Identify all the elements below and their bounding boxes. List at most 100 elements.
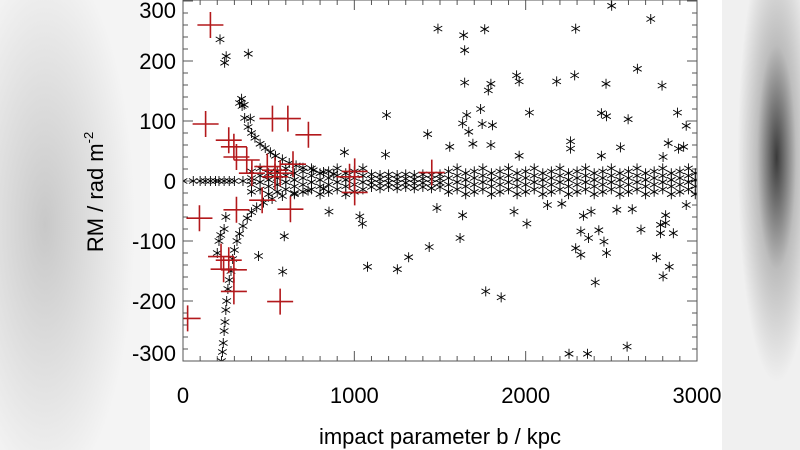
asterisk-point <box>460 77 470 88</box>
plus-point <box>220 256 247 283</box>
plus-point <box>267 288 294 315</box>
asterisk-point <box>224 275 234 285</box>
plus-point <box>220 133 247 160</box>
asterisk-point <box>576 249 586 260</box>
asterisk-point <box>252 202 262 213</box>
plus-point <box>215 127 242 154</box>
asterisk-point <box>315 168 325 179</box>
y-tick-label: 100 <box>139 109 176 134</box>
plus-point <box>208 243 235 270</box>
asterisk-point <box>615 142 625 153</box>
asterisk-point <box>661 218 671 228</box>
asterisk-point <box>584 233 594 243</box>
plus-point <box>336 163 363 190</box>
asterisk-point <box>455 233 465 243</box>
plus-point <box>274 105 301 132</box>
y-axis-label: RM / rad m-2 <box>81 132 108 252</box>
asterisk-point <box>570 70 580 81</box>
plus-point <box>418 159 445 186</box>
asterisk-point <box>214 236 224 246</box>
asterisk-point <box>464 126 474 137</box>
asterisk-point <box>289 168 299 179</box>
asterisk-point <box>229 176 239 186</box>
asterisk-point <box>602 248 612 258</box>
asterisk-point <box>658 271 668 282</box>
asterisk-point <box>658 152 668 162</box>
asterisk-point <box>563 168 574 179</box>
asterisk-point <box>594 225 604 236</box>
asterisk-point <box>279 231 289 242</box>
plus-point <box>279 151 306 178</box>
plus-point <box>277 196 304 223</box>
data-points <box>183 0 697 361</box>
asterisk-point <box>460 45 470 56</box>
asterisk-point <box>606 163 616 174</box>
asterisk-point <box>432 203 442 213</box>
asterisk-point <box>478 163 488 174</box>
asterisk-point <box>612 204 622 215</box>
asterisk-point <box>655 228 666 239</box>
asterisk-point <box>615 168 625 179</box>
asterisk-point <box>215 34 225 45</box>
y-tick-label: 300 <box>139 0 176 23</box>
asterisk-point <box>188 176 198 186</box>
asterisk-point <box>459 30 469 41</box>
asterisk-point <box>217 347 227 357</box>
figure-area <box>150 0 722 450</box>
asterisk-point <box>557 198 567 209</box>
asterisk-point <box>683 163 693 174</box>
asterisk-point <box>521 166 531 177</box>
asterisk-point <box>254 251 264 261</box>
asterisk-point <box>404 252 414 263</box>
asterisk-point <box>219 224 229 234</box>
asterisk-point <box>245 113 255 124</box>
plus-point <box>233 147 260 173</box>
asterisk-point <box>509 206 519 217</box>
asterisk-point <box>392 264 402 275</box>
asterisk-point <box>636 224 646 235</box>
asterisk-point <box>221 305 231 315</box>
asterisk-point <box>220 57 230 68</box>
asterisk-point <box>690 168 697 179</box>
asterisk-point <box>461 168 471 179</box>
y-tick-label: -100 <box>132 229 176 254</box>
asterisk-point <box>392 170 402 180</box>
asterisk-point <box>220 317 230 327</box>
asterisk-point <box>232 236 242 246</box>
asterisk-point <box>444 166 454 177</box>
asterisk-point <box>672 107 682 118</box>
asterisk-point <box>366 169 376 180</box>
asterisk-point <box>632 163 642 174</box>
y-tick-label: -300 <box>132 341 176 366</box>
asterisk-point <box>221 212 231 222</box>
x-tick-label: 0 <box>177 383 189 408</box>
asterisk-point <box>571 243 581 254</box>
asterisk-point <box>486 78 496 89</box>
asterisk-point <box>555 163 565 174</box>
y-axis-label-superscript: -2 <box>81 132 96 144</box>
asterisk-point <box>581 163 591 174</box>
asterisk-point <box>380 149 391 160</box>
asterisk-point <box>598 166 608 177</box>
asterisk-point <box>663 138 673 149</box>
asterisk-point <box>586 206 596 217</box>
asterisk-point <box>607 0 617 11</box>
asterisk-point <box>476 104 486 114</box>
asterisk-point <box>627 204 637 215</box>
asterisk-point <box>504 163 514 174</box>
asterisk-point <box>216 230 226 240</box>
asterisk-point <box>546 166 556 177</box>
asterisk-point <box>481 286 491 297</box>
asterisk-point <box>673 143 684 154</box>
asterisk-point <box>219 326 229 336</box>
plus-point <box>183 305 201 332</box>
asterisk-point <box>458 118 468 129</box>
asterisk-point <box>242 213 252 224</box>
asterisk-point <box>308 165 318 176</box>
asterisk-point <box>651 252 661 263</box>
asterisk-point <box>564 348 574 359</box>
asterisk-point <box>218 338 228 348</box>
asterisk-point <box>486 168 496 179</box>
asterisk-point <box>235 228 245 239</box>
y-tick-label: 200 <box>139 49 176 74</box>
